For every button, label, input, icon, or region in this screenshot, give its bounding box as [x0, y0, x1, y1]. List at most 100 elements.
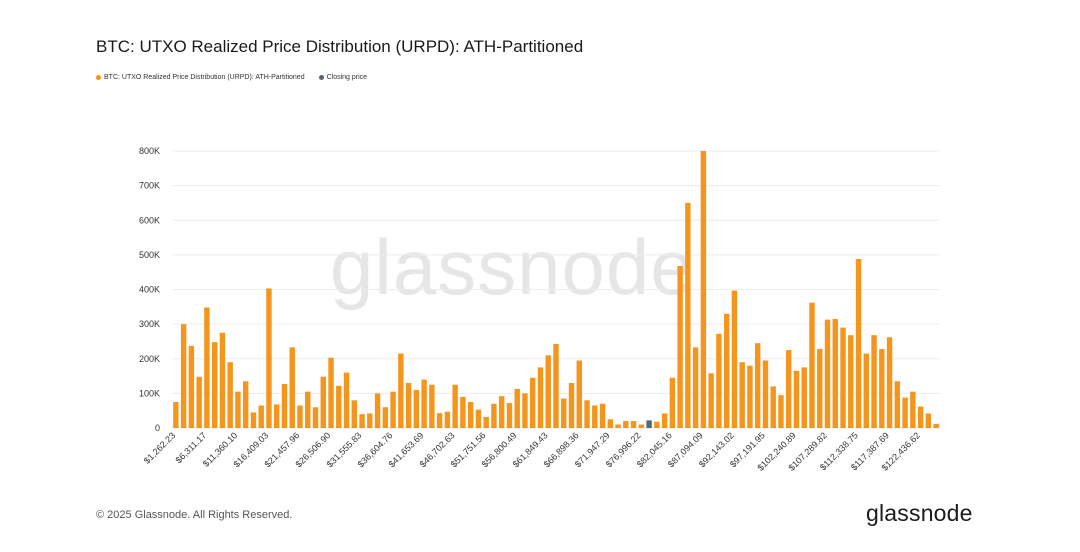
urpd-bar[interactable] [405, 382, 412, 428]
urpd-bar[interactable] [793, 370, 800, 428]
urpd-bar[interactable] [242, 381, 249, 428]
urpd-bar[interactable] [685, 202, 691, 428]
urpd-bar[interactable] [351, 400, 358, 428]
urpd-bar[interactable] [258, 405, 264, 428]
urpd-bar[interactable] [312, 407, 319, 428]
urpd-bar[interactable] [568, 382, 575, 428]
urpd-bar[interactable] [235, 391, 241, 428]
urpd-bar[interactable] [700, 151, 707, 428]
urpd-bar[interactable] [886, 337, 893, 428]
urpd-bar[interactable] [599, 403, 606, 428]
urpd-bar[interactable] [460, 396, 466, 428]
urpd-bar[interactable] [491, 403, 497, 428]
urpd-bar[interactable] [731, 290, 738, 428]
urpd-bar[interactable] [576, 360, 582, 428]
urpd-bar[interactable] [506, 403, 513, 428]
urpd-bar[interactable] [188, 345, 195, 428]
urpd-bar[interactable] [452, 384, 458, 428]
urpd-bar[interactable] [196, 376, 202, 428]
urpd-bar[interactable] [840, 327, 846, 428]
urpd-bar[interactable] [747, 365, 753, 428]
urpd-bar[interactable] [770, 386, 776, 428]
urpd-bar[interactable] [545, 355, 551, 428]
urpd-bar[interactable] [824, 319, 831, 428]
urpd-bar[interactable] [390, 391, 396, 428]
urpd-bar[interactable] [398, 353, 404, 428]
urpd-bar[interactable] [320, 376, 326, 428]
legend-item-closing-price[interactable]: Closing price [318, 74, 367, 81]
urpd-bar[interactable] [227, 362, 233, 428]
urpd-bar[interactable] [817, 349, 823, 428]
urpd-bar[interactable] [467, 402, 474, 428]
urpd-bar[interactable] [374, 393, 381, 429]
urpd-bar[interactable] [281, 384, 288, 428]
urpd-bar[interactable] [561, 398, 567, 428]
urpd-bar[interactable] [522, 393, 528, 429]
urpd-bar[interactable] [514, 388, 520, 428]
urpd-bar[interactable] [677, 265, 683, 428]
urpd-bar[interactable] [848, 335, 854, 428]
urpd-bar[interactable] [336, 385, 342, 428]
urpd-bar[interactable] [607, 419, 614, 428]
urpd-bar[interactable] [180, 324, 187, 429]
urpd-bar[interactable] [211, 342, 218, 428]
urpd-bar[interactable] [809, 302, 815, 428]
urpd-bar[interactable] [343, 372, 350, 428]
urpd-bar[interactable] [592, 405, 598, 428]
urpd-bar[interactable] [863, 353, 870, 428]
urpd-bar[interactable] [623, 421, 629, 428]
urpd-bar[interactable] [305, 391, 311, 428]
urpd-bar[interactable] [615, 424, 621, 428]
urpd-bar[interactable] [661, 413, 668, 428]
urpd-bar[interactable] [754, 343, 761, 428]
urpd-bar[interactable] [917, 406, 924, 428]
urpd-bar[interactable] [801, 367, 807, 428]
urpd-bar[interactable] [483, 416, 489, 428]
urpd-bar[interactable] [382, 407, 389, 428]
urpd-bar[interactable] [910, 391, 916, 428]
urpd-bar[interactable] [630, 421, 637, 428]
urpd-bar[interactable] [925, 413, 932, 428]
urpd-bar[interactable] [173, 402, 179, 428]
urpd-bar[interactable] [429, 384, 435, 428]
urpd-bar[interactable] [219, 332, 226, 428]
urpd-bar[interactable] [413, 389, 420, 428]
urpd-bar[interactable] [367, 413, 373, 428]
urpd-bar[interactable] [716, 333, 722, 428]
urpd-bar[interactable] [553, 343, 559, 428]
urpd-bar[interactable] [723, 313, 730, 428]
urpd-bar[interactable] [739, 362, 745, 428]
urpd-bar[interactable] [855, 259, 862, 428]
urpd-bar[interactable] [359, 414, 365, 428]
urpd-bar[interactable] [708, 373, 714, 428]
urpd-bar[interactable] [266, 288, 272, 428]
legend-item-urpd[interactable]: BTC: UTXO Realized Price Distribution (U… [96, 74, 305, 81]
urpd-bar[interactable] [530, 377, 536, 428]
closing-price-bar[interactable] [646, 420, 652, 428]
urpd-bar[interactable] [786, 350, 792, 428]
urpd-bar[interactable] [654, 421, 660, 428]
urpd-bar[interactable] [832, 318, 838, 428]
urpd-bar[interactable] [584, 400, 590, 428]
urpd-bar[interactable] [250, 412, 257, 428]
urpd-bar[interactable] [498, 396, 505, 428]
urpd-bar[interactable] [436, 413, 443, 428]
urpd-bar[interactable] [421, 379, 427, 428]
urpd-bar[interactable] [297, 405, 303, 428]
urpd-bar[interactable] [762, 360, 769, 428]
urpd-bar[interactable] [328, 357, 334, 428]
urpd-bar[interactable] [669, 377, 676, 428]
urpd-bar[interactable] [894, 381, 901, 428]
urpd-bar[interactable] [537, 367, 544, 428]
urpd-bar[interactable] [933, 423, 939, 428]
urpd-bar[interactable] [871, 335, 877, 428]
urpd-bar[interactable] [475, 409, 482, 428]
urpd-bar[interactable] [204, 307, 210, 429]
urpd-bar[interactable] [902, 397, 908, 428]
urpd-bar[interactable] [444, 411, 451, 428]
urpd-bar[interactable] [879, 349, 885, 428]
urpd-bar[interactable] [692, 347, 699, 428]
urpd-bar[interactable] [289, 347, 295, 428]
urpd-bar[interactable] [778, 395, 784, 428]
urpd-bar[interactable] [274, 404, 280, 428]
